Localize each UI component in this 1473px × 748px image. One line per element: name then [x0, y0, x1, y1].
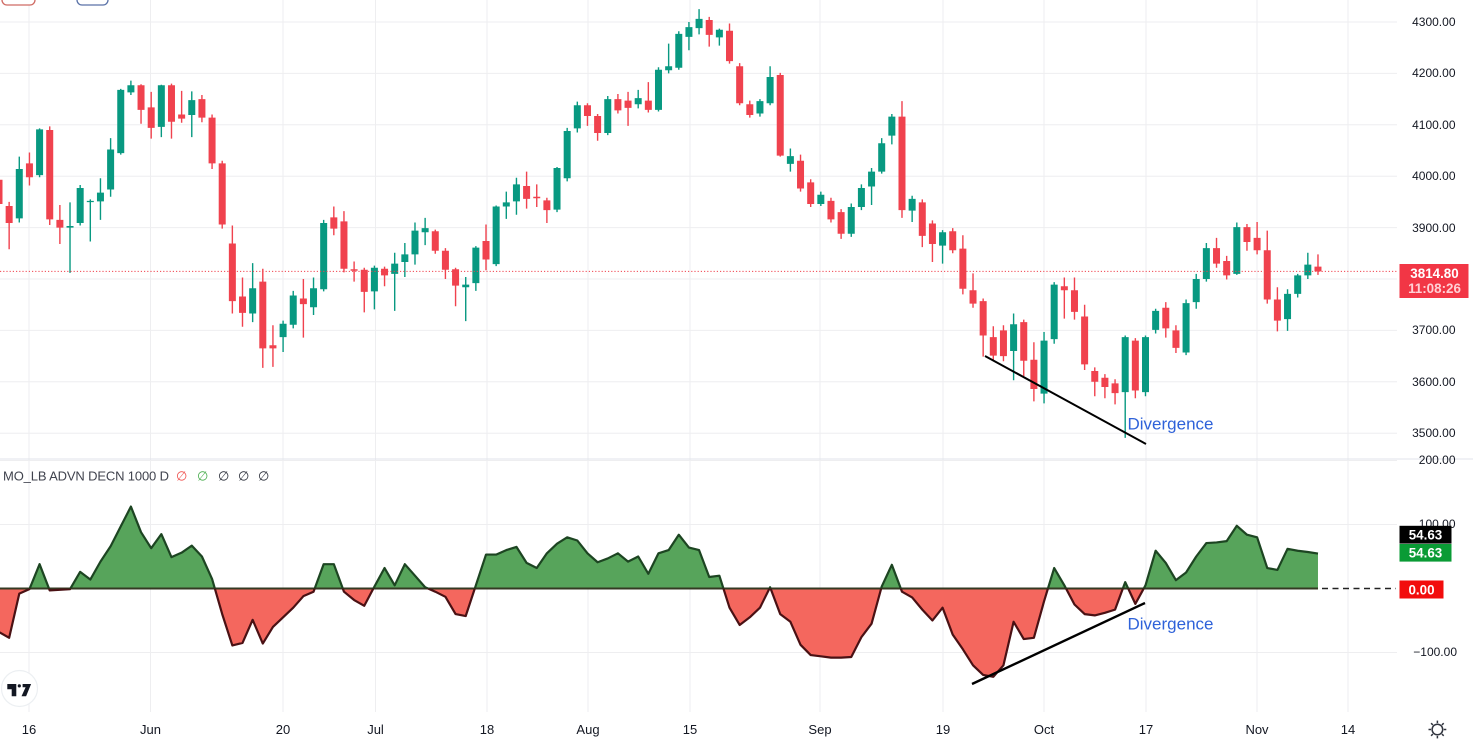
svg-text:20: 20 [276, 722, 290, 737]
svg-text:4100.00: 4100.00 [1412, 118, 1456, 132]
svg-text:∅: ∅ [238, 469, 249, 484]
svg-text:3700.00: 3700.00 [1412, 323, 1456, 337]
svg-text:3600.00: 3600.00 [1412, 375, 1456, 389]
svg-text:MO_LB ADVN DECN 1000 D: MO_LB ADVN DECN 1000 D [3, 469, 169, 484]
svg-text:Divergence: Divergence [1128, 415, 1214, 434]
svg-text:4000.00: 4000.00 [1412, 169, 1456, 183]
svg-text:3814.80: 3814.80 [1410, 266, 1458, 281]
svg-text:Sep: Sep [808, 722, 831, 737]
svg-text:54.63: 54.63 [1409, 546, 1443, 561]
svg-text:3500.00: 3500.00 [1412, 426, 1456, 440]
svg-text:18: 18 [480, 722, 494, 737]
svg-text:∅: ∅ [197, 469, 208, 484]
svg-text:−100.00: −100.00 [1413, 645, 1457, 659]
svg-text:∅: ∅ [176, 469, 187, 484]
svg-text:4200.00: 4200.00 [1412, 66, 1456, 80]
svg-text:11:08:26: 11:08:26 [1408, 281, 1461, 296]
svg-text:17: 17 [1139, 722, 1153, 737]
svg-text:54.63: 54.63 [1409, 528, 1443, 543]
svg-text:Jul: Jul [367, 722, 384, 737]
svg-text:Aug: Aug [576, 722, 599, 737]
svg-text:4300.00: 4300.00 [1412, 15, 1456, 29]
svg-text:Nov: Nov [1245, 722, 1269, 737]
svg-text:Oct: Oct [1034, 722, 1055, 737]
svg-text:19: 19 [936, 722, 950, 737]
svg-text:Divergence: Divergence [1128, 615, 1214, 634]
svg-text:200.00: 200.00 [1419, 453, 1456, 467]
svg-text:3900.00: 3900.00 [1412, 221, 1456, 235]
svg-text:14: 14 [1341, 722, 1355, 737]
svg-text:∅: ∅ [218, 469, 229, 484]
svg-text:0.00: 0.00 [1408, 583, 1434, 598]
svg-text:Jun: Jun [140, 722, 161, 737]
svg-text:∅: ∅ [258, 469, 269, 484]
svg-text:15: 15 [683, 722, 697, 737]
svg-text:16: 16 [22, 722, 36, 737]
